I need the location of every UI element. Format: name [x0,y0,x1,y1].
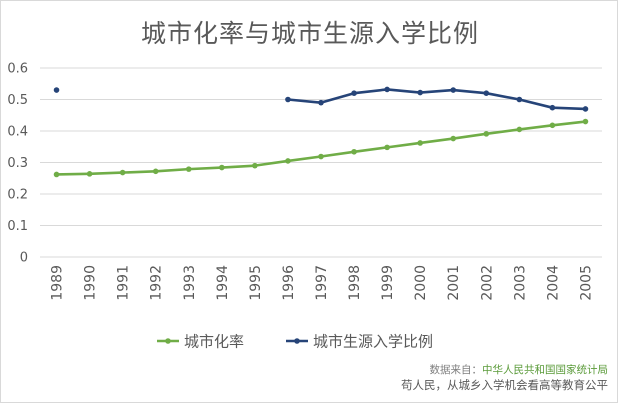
data-point [185,166,192,172]
y-tick-label: 0.1 [7,219,28,234]
x-tick-label: 2005 [578,265,594,301]
legend-label: 城市化率 [184,333,244,351]
x-tick-label: 1995 [248,265,264,301]
data-point [53,87,60,93]
y-tick-label: 0 [20,251,28,266]
legend-swatch-marker [165,338,171,344]
data-point [384,144,390,151]
x-tick-label: 1992 [149,265,165,301]
series-line [287,88,586,111]
legend: 城市化率 城市生源入学比例 [157,333,433,351]
data-point [285,96,291,103]
x-tick-label: 1999 [380,265,396,301]
y-tick-label: 0.5 [7,93,28,108]
legend-swatch-marker [294,338,300,344]
data-point [351,148,357,155]
source-author: 苟人民，从城乡入学机会看高等教育公平 [401,378,608,392]
y-tick-label: 0.4 [7,125,28,140]
source-name: 中华人民共和国国家统计局 [482,364,608,376]
data-point [549,122,556,129]
series-line [56,120,586,176]
x-axis-ticks: 1989 1990 1991 1992 1993 1994 1995 1996 1997 1998… [50,265,595,301]
data-point [318,153,324,160]
data-point [549,104,556,111]
x-tick-label: 1998 [347,265,363,301]
x-tick-label: 2003 [512,265,528,301]
data-point [285,158,291,164]
source-label: 数据来自： [429,364,483,376]
series-1 [53,86,589,112]
data-point [252,162,258,169]
data-point [417,89,423,96]
data-point [483,131,490,137]
data-point [351,90,357,96]
source-note: 数据来自：中华人民共和国国家统计局 苟人民，从城乡入学机会看高等教育公平 [401,363,608,393]
data-point [318,99,324,106]
x-tick-label: 1990 [83,265,99,301]
x-tick-label: 2001 [446,265,462,301]
data-point [483,90,490,96]
data-point [417,140,423,146]
x-tick-label: 1991 [116,265,132,301]
series-0 [53,118,589,178]
grid-lines [40,67,602,258]
data-point [582,118,589,125]
x-tick-label: 1996 [281,265,297,301]
chart-title: 城市化率与城市生源入学比例 [140,19,479,48]
legend-label: 城市生源入学比例 [313,333,433,351]
data-point [219,164,225,171]
legend-item-1: 城市生源入学比例 [286,333,433,351]
data-point [384,86,390,93]
data-point [516,126,523,133]
x-tick-label: 2000 [413,265,429,301]
y-tick-label: 0.3 [7,156,28,171]
series-group [53,86,589,178]
x-tick-label: 1993 [182,265,198,301]
y-tick-label: 0.6 [7,62,28,77]
data-point [450,135,457,142]
data-point [516,96,523,103]
y-tick-label: 0.2 [7,188,28,203]
data-point [53,171,60,178]
data-point [582,106,589,112]
data-point [450,87,457,93]
x-tick-label: 1997 [314,265,330,301]
x-tick-label: 2002 [479,265,495,301]
data-point [152,168,159,175]
y-axis-ticks: 0 0.1 0.2 0.3 0.4 0.5 0.6 [7,62,28,266]
data-point [86,171,93,177]
x-tick-label: 2004 [545,265,561,301]
x-tick-label: 1989 [50,265,66,301]
x-tick-label: 1994 [215,265,231,301]
data-point [119,169,126,176]
legend-item-0: 城市化率 [157,333,244,351]
